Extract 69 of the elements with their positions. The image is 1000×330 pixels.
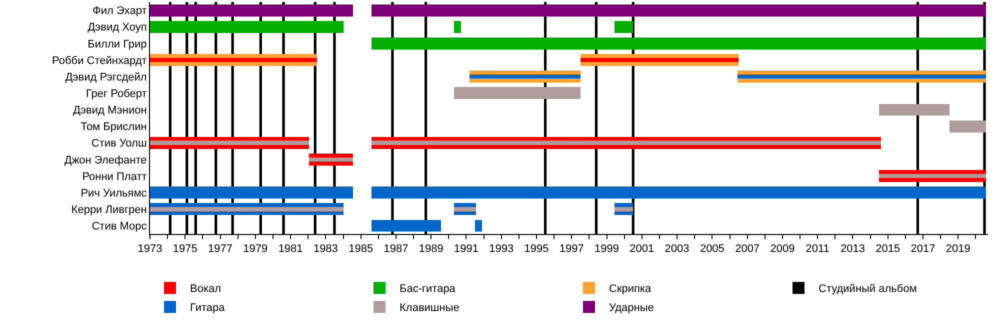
x-tick-label: 2005 — [700, 243, 724, 256]
x-tick-label: 1983 — [313, 243, 338, 256]
y-tick-label: Стив Уолш — [91, 138, 147, 150]
y-tick-label: Грег Роберт — [86, 88, 147, 100]
y-tick-label: Джон Элефанте — [64, 154, 147, 166]
y-tick-label: Дэвид Рэгсдейл — [65, 71, 147, 84]
legend-label: Гитара — [190, 302, 226, 314]
bar — [371, 4, 986, 16]
bar — [150, 186, 353, 199]
legend-label: Ударные — [609, 302, 654, 314]
x-tick-label: 1993 — [489, 243, 514, 256]
legend-label: Вокал — [190, 283, 222, 296]
legend-label: Клавишные — [400, 302, 460, 314]
x-tick-label: 1999 — [594, 243, 620, 256]
y-tick-label: Билли Грир — [88, 38, 147, 50]
x-tick-label: 1979 — [243, 243, 268, 256]
x-tick-label: 2001 — [630, 243, 654, 256]
y-tick-label: Ронни Платт — [82, 170, 147, 183]
bar — [949, 120, 986, 132]
bar — [614, 20, 634, 33]
x-tick-label: 2003 — [664, 243, 690, 256]
y-tick-label: Дэвид Хоуп — [88, 22, 147, 34]
bar — [454, 87, 580, 100]
bar — [150, 206, 344, 212]
bar — [371, 186, 986, 199]
x-tick-label: 2017 — [910, 243, 936, 256]
x-tick-label: 2009 — [770, 243, 795, 256]
legend-label: Студийный альбом — [818, 283, 917, 296]
bar — [150, 20, 344, 33]
bar — [371, 37, 986, 50]
bar — [454, 206, 476, 212]
x-tick-label: 1977 — [208, 243, 233, 256]
x-tick-label: 1987 — [384, 243, 408, 256]
x-tick-label: 1989 — [418, 243, 444, 256]
legend-label: Бас-гитара — [400, 283, 456, 296]
y-tick-label: Робби Стейнхардт — [52, 54, 147, 67]
bar — [371, 220, 441, 232]
bar — [879, 104, 950, 116]
bar — [614, 206, 634, 212]
bar — [470, 74, 580, 79]
y-tick-label: Фил Эхарт — [92, 5, 147, 18]
bar — [738, 74, 986, 79]
x-tick-label: 2019 — [946, 243, 970, 256]
bar — [150, 4, 353, 16]
legend-label: Скрипка — [609, 283, 652, 296]
y-tick-label: Стив Морс — [92, 220, 148, 233]
bar — [454, 20, 461, 33]
y-tick-label: Рич Уильямс — [80, 187, 148, 200]
x-tick-label: 1981 — [278, 243, 303, 256]
bar — [150, 140, 309, 146]
bar — [475, 220, 482, 232]
x-tick-label: 1991 — [454, 243, 478, 256]
x-tick-label: 2013 — [840, 243, 865, 256]
x-tick-label: 2015 — [876, 243, 900, 256]
y-tick-label: Керри Ливгрен — [71, 204, 147, 216]
bar — [580, 58, 739, 62]
y-tick-label: Дэвид Мэнион — [72, 104, 147, 117]
x-tick-label: 2007 — [735, 243, 760, 256]
x-tick-label: 1975 — [172, 243, 198, 256]
bar — [371, 140, 881, 146]
bar — [150, 58, 317, 62]
x-tick-label: 1997 — [559, 243, 584, 256]
x-tick-label: 1973 — [138, 243, 162, 256]
bar — [308, 157, 353, 162]
y-tick-label: Том Брислин — [80, 121, 147, 134]
x-tick-label: 1985 — [348, 243, 374, 256]
x-tick-label: 1995 — [524, 243, 549, 256]
x-tick-label: 2011 — [806, 243, 830, 256]
bar — [879, 174, 986, 178]
